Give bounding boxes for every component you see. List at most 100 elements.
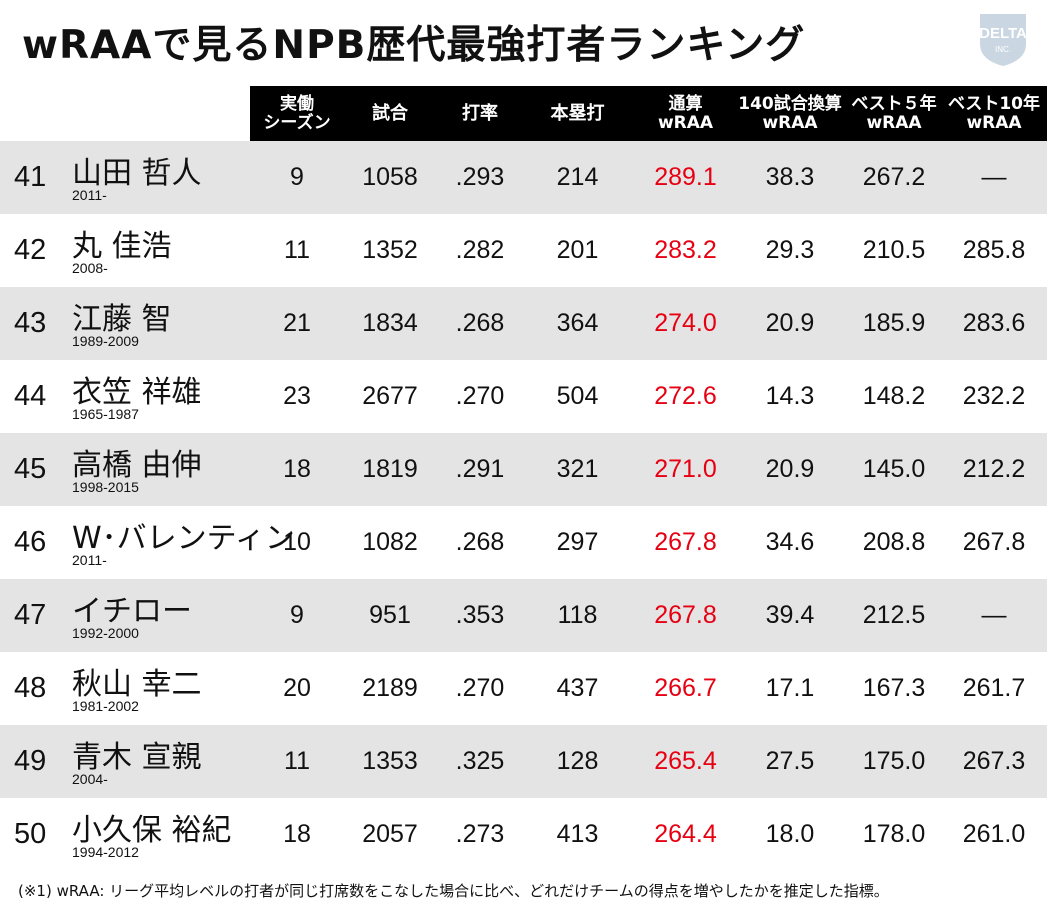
cell-best5: 212.5 [862, 601, 926, 629]
player-name: 衣笠 祥雄 [72, 375, 202, 410]
player-name: 青木 宣親 [72, 740, 202, 775]
cell-avg: .268 [455, 528, 505, 556]
cell-games: 2057 [362, 820, 418, 848]
cell-seasons: 18 [283, 455, 311, 483]
cell-best10: 212.2 [962, 455, 1026, 483]
cell-avg: .293 [455, 163, 505, 191]
cell-seasons: 11 [284, 747, 310, 775]
header-hr: 本塁打 [550, 103, 605, 124]
player-years: 1994-2012 [72, 844, 139, 860]
rank-number: 45 [14, 453, 47, 485]
player-years: 2011- [72, 552, 107, 568]
cell-best10: — [981, 601, 1007, 629]
rank-number: 46 [14, 526, 47, 558]
cell-games: 1082 [362, 528, 418, 556]
player-name: 秋山 幸二 [72, 667, 202, 702]
cell-per140: 39.4 [765, 601, 815, 629]
cell-hr: 128 [556, 747, 599, 775]
cell-best10: 267.8 [962, 528, 1026, 556]
cell-best5: 208.8 [862, 528, 926, 556]
cell-games: 2189 [362, 674, 418, 702]
rank-number: 43 [14, 307, 47, 339]
cell-games: 1353 [362, 747, 418, 775]
header-games: 試合 [372, 103, 408, 124]
cell-wraa: 271.0 [654, 455, 717, 483]
table-row: 44 衣笠 祥雄 1965-1987 23 2677 .270 504 272.6 14.3 14… [0, 360, 1047, 433]
cell-best10: 283.6 [962, 309, 1026, 337]
cell-per140: 20.9 [765, 455, 815, 483]
cell-per140: 34.6 [765, 528, 815, 556]
cell-best5: 267.2 [862, 163, 926, 191]
cell-hr: 437 [556, 674, 599, 702]
cell-avg: .270 [455, 382, 505, 410]
cell-wraa: 272.6 [654, 382, 717, 410]
header-avg: 打率 [462, 103, 498, 124]
player-name: 江藤 智 [72, 302, 172, 337]
cell-games: 1352 [362, 236, 418, 264]
player-name: 小久保 裕紀 [72, 813, 232, 848]
cell-games: 1058 [362, 163, 418, 191]
cell-seasons: 20 [283, 674, 311, 702]
header-best5-wraa: ベスト５年 wRAA [851, 93, 937, 133]
cell-games: 2677 [362, 382, 418, 410]
cell-wraa: 266.7 [654, 674, 717, 702]
cell-wraa: 289.1 [654, 163, 717, 191]
cell-best10: 261.0 [962, 820, 1026, 848]
rank-number: 47 [14, 599, 47, 631]
player-years: 1981-2002 [72, 698, 139, 714]
cell-seasons: 9 [290, 163, 304, 191]
cell-best5: 210.5 [862, 236, 926, 264]
player-name: イチロー [72, 594, 192, 629]
cell-avg: .353 [455, 601, 505, 629]
cell-avg: .282 [455, 236, 505, 264]
cell-best5: 148.2 [862, 382, 926, 410]
table-row: 50 小久保 裕紀 1994-2012 18 2057 .273 413 264.4 18.0 1… [0, 798, 1047, 871]
header-best10-wraa: ベスト10年 wRAA [948, 93, 1040, 133]
player-years: 2008- [72, 260, 108, 276]
cell-avg: .325 [455, 747, 505, 775]
cell-per140: 27.5 [765, 747, 815, 775]
cell-seasons: 9 [290, 601, 304, 629]
cell-best5: 167.3 [862, 674, 926, 702]
cell-per140: 17.1 [765, 674, 815, 702]
rank-number: 50 [14, 818, 47, 850]
cell-seasons: 18 [283, 820, 311, 848]
cell-hr: 201 [556, 236, 599, 264]
footnote: (※1) wRAA: リーグ平均レベルの打者が同じ打席数をこなした場合に比べ、ど… [18, 882, 889, 900]
rank-number: 49 [14, 745, 47, 777]
cell-per140: 38.3 [765, 163, 815, 191]
cell-hr: 413 [556, 820, 599, 848]
header-total-wraa: 通算 wRAA [657, 93, 714, 133]
cell-avg: .268 [455, 309, 505, 337]
table-row: 43 江藤 智 1989-2009 21 1834 .268 364 274.0 20.9 185… [0, 287, 1047, 360]
player-years: 1965-1987 [72, 406, 139, 422]
cell-hr: 214 [556, 163, 599, 191]
table-row: 49 青木 宣親 2004- 11 1353 .325 128 265.4 27.5 175.0 2… [0, 725, 1047, 798]
cell-best5: 185.9 [862, 309, 926, 337]
svg-text:DELTA: DELTA [979, 25, 1027, 42]
cell-hr: 321 [556, 455, 599, 483]
cell-seasons: 23 [283, 382, 311, 410]
cell-hr: 118 [557, 601, 598, 629]
cell-games: 1819 [362, 455, 418, 483]
table-row: 46 W･バレンティン 2011- 10 1082 .268 297 267.8 34.6 208… [0, 506, 1047, 579]
cell-per140: 18.0 [765, 820, 815, 848]
table-header: 実働 シーズン 試合 打率 本塁打 通算 wRAA 140試合換算 wRAA ベスト５… [250, 86, 1047, 141]
rank-number: 44 [14, 380, 47, 412]
rank-number: 48 [14, 672, 47, 704]
cell-wraa: 265.4 [654, 747, 717, 775]
table-row: 41 山田 哲人 2011- 9 1058 .293 214 289.1 38.3 267.2 — [0, 141, 1047, 214]
cell-per140: 20.9 [765, 309, 815, 337]
cell-best10: 232.2 [962, 382, 1026, 410]
cell-best10: 261.7 [962, 674, 1026, 702]
rank-number: 41 [14, 161, 47, 193]
cell-best5: 175.0 [862, 747, 926, 775]
player-name: 丸 佳浩 [72, 229, 172, 264]
player-years: 1992-2000 [72, 625, 139, 641]
cell-per140: 29.3 [765, 236, 815, 264]
player-years: 1998-2015 [72, 479, 139, 495]
player-name: 山田 哲人 [72, 156, 202, 191]
rank-number: 42 [14, 234, 47, 266]
cell-best10: — [981, 163, 1007, 191]
cell-seasons: 21 [283, 309, 311, 337]
